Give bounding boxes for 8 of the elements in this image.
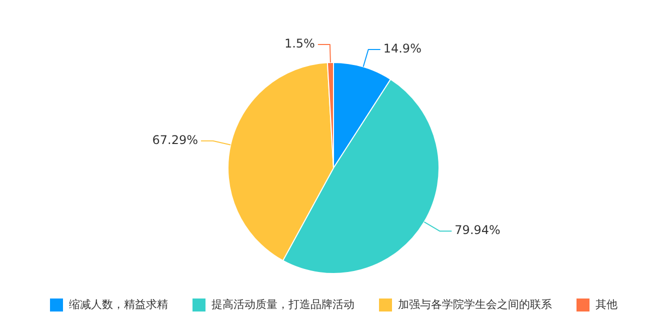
legend-label: 加强与各学院学生会之间的联系 <box>398 298 552 311</box>
data-label: 67.29% <box>152 133 198 148</box>
legend-label: 缩减人数，精益求精 <box>69 298 168 311</box>
data-label: 1.5% <box>284 36 315 51</box>
legend-label: 提高活动质量，打造品牌活动 <box>212 298 354 311</box>
legend-label: 其他 <box>596 298 618 311</box>
data-label: 14.9% <box>383 42 422 56</box>
data-label: 79.94% <box>454 223 500 238</box>
